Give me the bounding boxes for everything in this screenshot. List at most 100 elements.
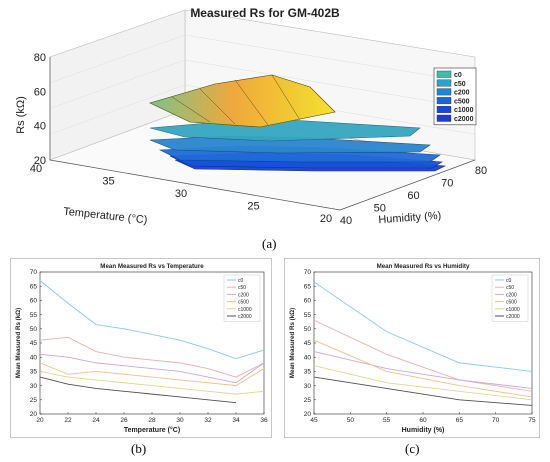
x-tick-label: 40	[340, 215, 352, 227]
surface-mesh-line	[271, 74, 301, 121]
legend-box	[223, 274, 261, 322]
x-tick-label: 20	[36, 417, 44, 424]
legend-label-c50: c50	[506, 285, 514, 291]
surface-mesh-line	[234, 79, 269, 126]
y-tick-label: 50	[30, 326, 38, 333]
legend-swatch-c2000	[436, 114, 452, 122]
y-tick-label: 70	[304, 269, 312, 276]
legend-label-c50: c50	[238, 285, 246, 291]
caption-a: (a)	[262, 236, 277, 251]
y-tick-label: 30	[304, 383, 312, 390]
z-axis-label: Rs (kΩ)	[15, 96, 27, 134]
caption-b: (b)	[131, 441, 147, 456]
legend-label-c1000: c1000	[506, 307, 520, 313]
legend-label-c1000: c1000	[238, 307, 252, 313]
legend-label-c2000: c2000	[238, 314, 252, 320]
series-line-c200	[39, 353, 265, 384]
series-line-c50	[313, 319, 533, 392]
x-tick-label: 65	[456, 417, 464, 424]
legend-label-c500: c500	[506, 300, 517, 306]
y-tick-label: 35	[304, 369, 312, 376]
legend-label-c200: c200	[454, 90, 470, 97]
x-tick-label: 70	[441, 178, 453, 190]
legend-swatch-c50	[436, 79, 452, 87]
y-axis-label: Temperature (°C)	[63, 206, 148, 227]
legend-swatch-c200	[436, 88, 452, 96]
x-tick-label: 55	[383, 417, 391, 424]
x-tick-label: 22	[64, 417, 72, 424]
series-line-c2000	[313, 376, 533, 406]
y-tick-label: 50	[304, 326, 312, 333]
legend-label-c0: c0	[454, 72, 462, 79]
y-tick-label: 35	[30, 369, 38, 376]
z-tick-label: 80	[34, 52, 46, 64]
y-tick-label: 40	[30, 354, 38, 361]
x-tick-label: 34	[232, 417, 240, 424]
chart-title: Mean Measured Rs vs Temperature	[100, 263, 204, 270]
series-line-c50	[39, 336, 265, 378]
humidity-line-chart: Mean Measured Rs vs Humidity 45 50 55 60 65 70…	[284, 258, 540, 438]
caption-c: (c)	[405, 441, 420, 456]
y-tick-label: 60	[30, 298, 38, 305]
x-tick-label: 80	[475, 165, 487, 177]
legend-label-c50: c50	[454, 81, 466, 88]
y-tick-label: 30	[175, 188, 187, 200]
legend-swatch-c1000	[436, 105, 452, 113]
x-axis-label: Temperature (°C)	[124, 426, 180, 434]
y-tick-label: 55	[30, 312, 38, 319]
x-axis-line	[339, 159, 476, 211]
legend-label-c1000: c1000	[454, 107, 474, 114]
y-tick-label: 20	[304, 411, 312, 418]
y-tick-label: 25	[30, 397, 38, 404]
series-line-c200	[313, 351, 533, 389]
legend-label-c2000: c2000	[454, 116, 474, 123]
x-tick-label: 60	[407, 190, 419, 202]
x-tick-label: 50	[374, 203, 386, 215]
back-grid-line	[184, 34, 476, 83]
y-tick-label: 25	[247, 201, 259, 213]
x-tick-label: 30	[176, 417, 184, 424]
legend-swatch-c500	[436, 97, 452, 105]
y-tick-label: 20	[320, 213, 332, 225]
y-tick-label: 20	[30, 411, 38, 418]
chart-title: Measured Rs for GM-402B	[190, 6, 340, 20]
surface-c0-top	[149, 74, 336, 128]
y-tick-label: 65	[30, 283, 38, 290]
series-line-c0	[39, 280, 265, 360]
y-tick-label: 40	[30, 163, 42, 175]
chart-title: Mean Measured Rs vs Humidity	[377, 263, 470, 270]
series-line-c500	[313, 339, 533, 398]
x-tick-label: 45	[310, 417, 318, 424]
surface-chart-panel: Measured Rs for GM-402B 20 40 60 80 Rs (kΩ) 40…	[10, 0, 540, 228]
side-grid-line	[49, 84, 186, 135]
y-tick-label: 70	[30, 269, 38, 276]
z-tick-label: 60	[34, 86, 46, 98]
legend-label-c200: c200	[506, 292, 517, 298]
back-grid-line	[184, 59, 476, 109]
temperature-line-chart: Mean Measured Rs vs Temperature 20 22 24 26 2…	[10, 258, 272, 438]
series-line-c0	[313, 281, 533, 372]
z-tick-label: 20	[34, 155, 46, 167]
y-tick-label: 45	[30, 340, 38, 347]
x-tick-label: 50	[347, 417, 355, 424]
y-tick-label: 65	[304, 283, 312, 290]
y-tick-label: 60	[304, 298, 312, 305]
x-tick-label: 28	[148, 417, 156, 424]
x-tick-label: 26	[120, 417, 128, 424]
legend-label-c200: c200	[238, 292, 249, 298]
temperature-chart-panel: Mean Measured Rs vs Temperature 20 22 24 26 2…	[10, 258, 272, 438]
series-line-c1000	[313, 365, 533, 401]
legend-swatch-c0	[436, 70, 452, 78]
legend-label-c0: c0	[238, 278, 244, 284]
series-line-c1000	[39, 370, 265, 395]
legend-box	[491, 274, 529, 322]
surface-mesh-line	[199, 88, 236, 125]
legend-label-c500: c500	[238, 300, 249, 306]
humidity-chart-panel: Mean Measured Rs vs Humidity 45 50 55 60 65 70…	[284, 258, 540, 438]
legend-label-c2000: c2000	[506, 314, 520, 320]
y-tick-label: 55	[304, 312, 312, 319]
x-axis-label: Humidity (%)	[402, 427, 445, 434]
series-line-c500	[39, 362, 265, 387]
y-axis-label: Mean Measured Rs (kΩ)	[289, 308, 296, 378]
